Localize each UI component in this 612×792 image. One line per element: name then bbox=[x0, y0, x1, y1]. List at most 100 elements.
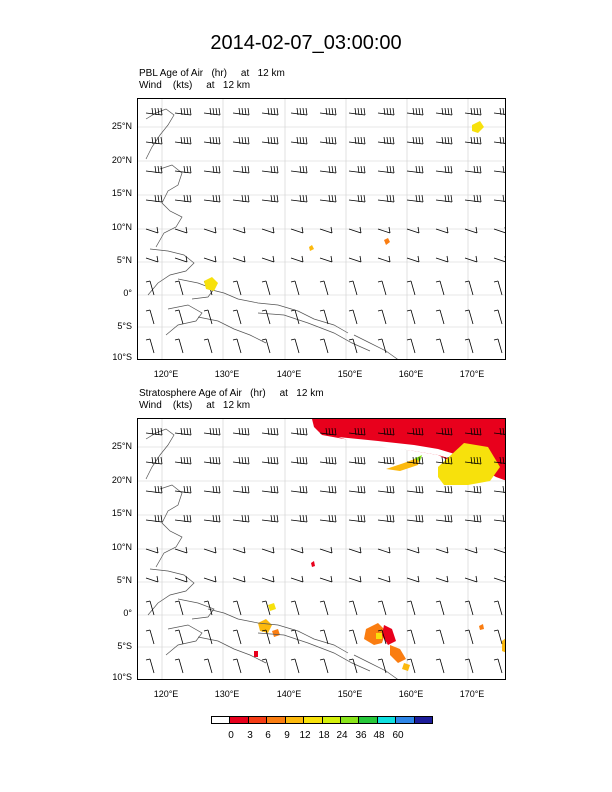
lon-label: 140°E bbox=[276, 689, 302, 699]
wind-barb bbox=[493, 107, 505, 116]
colorbar-swatch bbox=[267, 717, 286, 723]
panel1-variable-label: PBL Age of Air (hr) at 12 km bbox=[139, 68, 285, 79]
stratosphere-intrusion-region bbox=[338, 437, 470, 463]
wind-barb bbox=[232, 226, 246, 234]
wind-barb bbox=[464, 546, 478, 554]
wind-barb bbox=[232, 514, 250, 523]
wind-barb bbox=[493, 600, 503, 616]
lat-label: 15°N bbox=[111, 508, 132, 518]
wind-barb bbox=[464, 194, 482, 203]
wind-barb bbox=[464, 575, 478, 583]
colorbar-label: 36 bbox=[355, 730, 367, 741]
wind-barb bbox=[348, 165, 366, 174]
pbl-age-blob bbox=[472, 121, 484, 133]
wind-barb bbox=[261, 546, 275, 554]
wind-barb bbox=[406, 226, 420, 234]
wind-barb bbox=[406, 165, 424, 174]
wind-barb bbox=[261, 485, 279, 494]
lat-label: 25°N bbox=[111, 121, 132, 131]
wind-barb bbox=[319, 600, 329, 616]
wind-barb bbox=[261, 107, 279, 116]
wind-barb bbox=[261, 338, 271, 354]
colorbar-label: 0 bbox=[228, 730, 234, 741]
colorbar-label: 24 bbox=[336, 730, 348, 741]
wind-barb bbox=[261, 165, 279, 174]
wind-barb bbox=[203, 255, 217, 263]
lon-label: 170°E bbox=[459, 369, 485, 379]
wind-barb bbox=[406, 427, 424, 436]
wind-barb bbox=[232, 165, 250, 174]
wind-barb bbox=[232, 280, 242, 296]
wind-barb bbox=[290, 629, 300, 645]
lat-label: 5°S bbox=[117, 321, 132, 331]
wind-barb bbox=[232, 136, 250, 145]
wind-barb bbox=[145, 280, 155, 296]
wind-barb bbox=[145, 338, 155, 354]
wind-barb bbox=[493, 547, 505, 554]
wind-barb bbox=[406, 546, 420, 554]
wind-barb bbox=[493, 338, 503, 354]
wind-barb bbox=[319, 194, 337, 203]
lat-label: 5°S bbox=[117, 641, 132, 651]
wind-barb bbox=[174, 107, 192, 116]
stratosphere-age-blob bbox=[364, 623, 386, 645]
colorbar-swatch bbox=[304, 717, 323, 723]
wind-barb bbox=[435, 136, 453, 145]
wind-barb bbox=[290, 575, 304, 583]
wind-barb bbox=[174, 280, 184, 296]
stratosphere-age-blob bbox=[502, 638, 505, 653]
lon-label: 150°E bbox=[337, 689, 363, 699]
colorbar-swatch bbox=[322, 717, 341, 723]
wind-barb bbox=[348, 280, 358, 296]
wind-barb bbox=[145, 629, 155, 645]
wind-barb bbox=[319, 575, 333, 583]
colorbar-swatch bbox=[414, 717, 433, 723]
wind-barb bbox=[348, 107, 366, 116]
wind-barb bbox=[319, 485, 337, 494]
wind-barb bbox=[145, 107, 163, 116]
wind-barb bbox=[261, 309, 271, 325]
wind-barb bbox=[174, 309, 184, 325]
colorbar-swatch bbox=[248, 717, 268, 723]
wind-barb bbox=[261, 600, 271, 616]
wind-barb bbox=[406, 107, 424, 116]
age-of-air-contours bbox=[204, 121, 484, 291]
wind-barb bbox=[406, 575, 420, 583]
wind-barb bbox=[232, 309, 242, 325]
wind-barb bbox=[348, 658, 358, 674]
wind-barb bbox=[406, 456, 424, 465]
wind-barb bbox=[319, 309, 329, 325]
lon-label: 130°E bbox=[214, 689, 240, 699]
lon-label: 120°E bbox=[153, 369, 179, 379]
wind-barb bbox=[174, 136, 192, 145]
wind-barb bbox=[261, 456, 279, 465]
lat-label: 10°S bbox=[112, 672, 132, 682]
wind-barb bbox=[435, 107, 453, 116]
wind-barb bbox=[435, 600, 445, 616]
wind-barb bbox=[232, 107, 250, 116]
wind-barb bbox=[232, 485, 250, 494]
stratosphere-age-blob bbox=[479, 624, 484, 630]
wind-barb bbox=[348, 226, 362, 234]
wind-barb bbox=[319, 255, 333, 263]
pbl-age-blob bbox=[309, 245, 314, 251]
wind-barb bbox=[435, 165, 453, 174]
wind-barb bbox=[145, 309, 155, 325]
wind-barb bbox=[319, 136, 337, 145]
wind-barb bbox=[377, 575, 391, 583]
colorbar-swatch bbox=[377, 717, 397, 723]
wind-barb bbox=[348, 456, 366, 465]
wind-barb bbox=[377, 255, 391, 263]
stratosphere-age-blob bbox=[376, 633, 382, 639]
wind-barb bbox=[203, 427, 221, 436]
wind-barb bbox=[290, 165, 308, 174]
wind-barb bbox=[464, 658, 474, 674]
wind-barb bbox=[435, 546, 449, 554]
wind-barb bbox=[493, 256, 505, 263]
panel2-variable-label: Stratosphere Age of Air (hr) at 12 km bbox=[139, 388, 324, 399]
panel2-wind-label: Wind (kts) at 12 km bbox=[139, 400, 251, 411]
wind-barb bbox=[348, 546, 362, 554]
wind-barbs bbox=[145, 107, 505, 354]
wind-barb bbox=[493, 227, 505, 234]
wind-barb bbox=[435, 194, 453, 203]
